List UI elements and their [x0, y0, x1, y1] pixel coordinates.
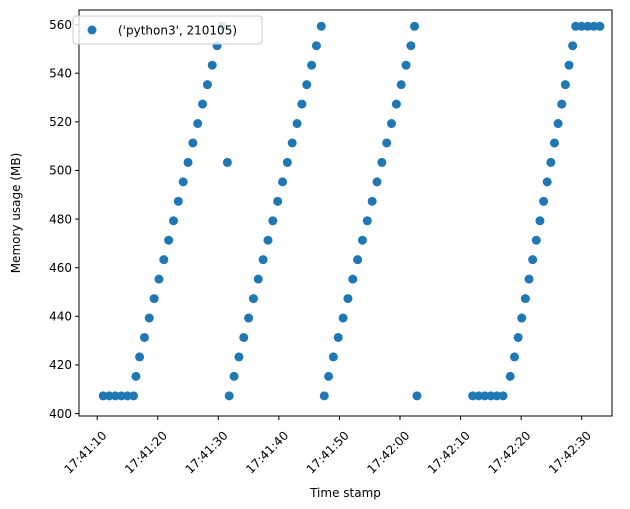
data-point — [268, 216, 278, 226]
x-axis-title: Time stamp — [309, 486, 381, 500]
data-point — [207, 60, 217, 70]
data-point — [535, 216, 545, 226]
data-point — [292, 119, 302, 129]
data-point — [406, 41, 416, 51]
data-point — [129, 391, 139, 401]
data-point — [135, 352, 145, 362]
y-tick-label: 460 — [49, 261, 72, 275]
data-point — [338, 313, 348, 323]
data-point — [595, 21, 605, 31]
data-point — [524, 274, 534, 284]
data-point — [557, 99, 567, 109]
data-point — [377, 157, 387, 167]
data-point — [302, 80, 312, 90]
data-point — [372, 177, 382, 187]
y-tick-label: 420 — [49, 358, 72, 372]
data-point — [513, 332, 523, 342]
data-point — [498, 391, 508, 401]
y-tick-label: 440 — [49, 310, 72, 324]
data-point — [333, 332, 343, 342]
data-point — [546, 157, 556, 167]
data-point — [353, 255, 363, 265]
data-point — [193, 119, 203, 129]
data-point — [401, 60, 411, 70]
data-point — [568, 41, 578, 51]
data-point — [278, 177, 288, 187]
data-point — [154, 274, 164, 284]
data-point — [348, 274, 358, 284]
data-point — [311, 41, 321, 51]
data-point — [362, 216, 372, 226]
data-point — [198, 99, 208, 109]
data-point — [539, 196, 549, 206]
data-point — [367, 196, 377, 206]
data-point — [263, 235, 273, 245]
data-point — [282, 157, 292, 167]
data-point — [343, 294, 353, 304]
y-axis-title: Memory usage (MB) — [9, 153, 23, 274]
data-point — [542, 177, 552, 187]
data-point — [549, 138, 559, 148]
data-point — [387, 119, 397, 129]
data-point — [222, 157, 232, 167]
data-point — [178, 177, 188, 187]
y-tick-label: 400 — [49, 407, 72, 421]
data-point — [224, 391, 234, 401]
data-point — [307, 60, 317, 70]
data-point — [382, 138, 392, 148]
data-point — [410, 21, 420, 31]
data-point — [139, 332, 149, 342]
data-point — [391, 99, 401, 109]
data-point — [202, 80, 212, 90]
data-point — [328, 352, 338, 362]
data-point — [316, 21, 326, 31]
data-point — [412, 391, 422, 401]
data-point — [229, 371, 239, 381]
y-tick-label: 560 — [49, 18, 72, 32]
data-point — [244, 313, 254, 323]
data-point — [248, 294, 258, 304]
data-point — [131, 371, 141, 381]
data-point — [324, 371, 334, 381]
legend-label: ('python3', 210105) — [118, 24, 237, 38]
data-point — [188, 138, 198, 148]
y-tick-label: 520 — [49, 115, 72, 129]
data-point — [564, 60, 574, 70]
data-point — [239, 332, 249, 342]
data-point — [287, 138, 297, 148]
data-point — [183, 157, 193, 167]
data-point — [396, 80, 406, 90]
data-point — [520, 294, 530, 304]
data-point — [531, 235, 541, 245]
data-point — [144, 313, 154, 323]
data-point — [357, 235, 367, 245]
data-point — [164, 235, 174, 245]
legend: ('python3', 210105) — [72, 15, 263, 45]
data-point — [273, 196, 283, 206]
data-point — [168, 216, 178, 226]
data-point — [258, 255, 268, 265]
data-point — [149, 294, 159, 304]
data-point — [528, 255, 538, 265]
legend-box — [72, 15, 263, 45]
data-point — [517, 313, 527, 323]
y-tick-label: 500 — [49, 164, 72, 178]
plot-area — [98, 21, 605, 401]
data-point — [173, 196, 183, 206]
y-tick-label: 540 — [49, 66, 72, 80]
data-point — [234, 352, 244, 362]
data-point — [509, 352, 519, 362]
data-point — [159, 255, 169, 265]
data-point — [553, 119, 563, 129]
data-point — [297, 99, 307, 109]
data-point — [319, 391, 329, 401]
y-tick-label: 480 — [49, 212, 72, 226]
axes-frame — [78, 9, 613, 417]
data-point — [505, 371, 515, 381]
legend-marker — [87, 25, 97, 35]
data-point — [560, 80, 570, 90]
data-point — [253, 274, 263, 284]
